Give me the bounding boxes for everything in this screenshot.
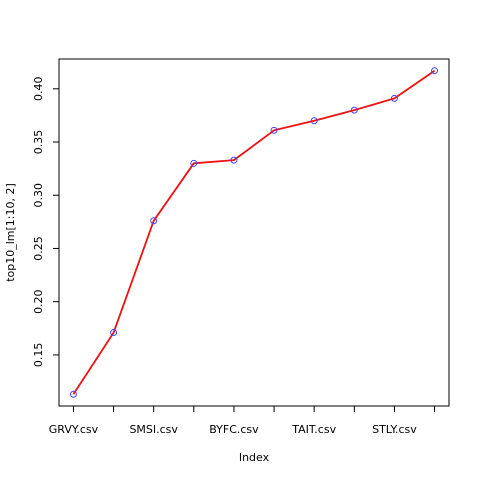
y-tick-label: 0.40 [32,77,45,102]
data-point [390,94,398,102]
data-point [69,390,77,398]
data-point [150,217,158,225]
series-line [72,69,436,395]
y-tick-label: 0.20 [32,289,45,314]
y-tick-label: 0.35 [32,130,45,155]
data-markers [69,67,439,398]
data-point [431,67,439,75]
data-point [350,106,358,114]
x-axis: GRVY.csv SMSI.csv BYFC.csv TAIT.csv STLY.csv [49,405,436,436]
x-tick-label: TAIT.csv [291,423,336,436]
x-tick-label: SMSI.csv [129,423,178,436]
x-tick-label: BYFC.csv [209,423,259,436]
y-tick-label: 0.30 [32,183,45,208]
x-tick-label: GRVY.csv [49,423,99,436]
data-point [230,156,238,164]
x-axis-label: Index [239,451,270,464]
y-axis: 0.15 0.20 0.25 0.30 0.35 0.40 [32,77,60,368]
y-tick-label: 0.15 [32,343,45,368]
data-point [270,126,278,134]
data-point [110,329,118,337]
data-point [310,117,318,125]
data-point [190,159,198,167]
y-tick-label: 0.25 [32,236,45,260]
x-tick-label: STLY.csv [372,423,417,436]
y-axis-label: top10_lm[1:10, 2] [4,183,17,282]
